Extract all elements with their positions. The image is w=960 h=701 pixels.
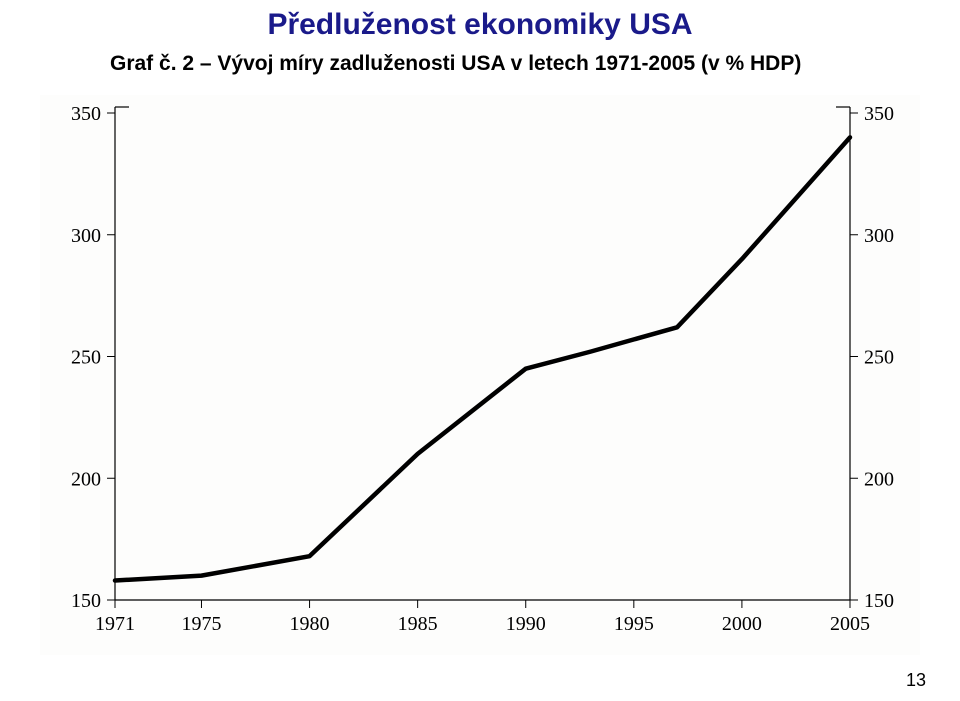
x-tick-label: 1980 — [290, 613, 330, 635]
x-tick-label: 1990 — [506, 613, 546, 635]
debt-chart: 150 200 250 300 350 150 200 250 300 350 1971 1975 19… — [40, 95, 920, 655]
y-left-tick-label: 300 — [71, 225, 101, 247]
x-tick-label: 2005 — [830, 613, 870, 635]
y-right-tick-label: 150 — [864, 590, 894, 612]
y-left-tick-label: 250 — [71, 347, 101, 369]
debt-line-series — [115, 137, 850, 580]
page-number: 13 — [906, 670, 926, 691]
chart-subtitle: Graf č. 2 – Vývoj míry zadluženosti USA … — [110, 52, 801, 76]
page-title: Předluženost ekonomiky USA — [0, 8, 960, 42]
y-right-tick-label: 300 — [864, 225, 894, 247]
y-left-tick-label: 350 — [71, 103, 101, 125]
y-right-tick-label: 250 — [864, 347, 894, 369]
y-left-tick-label: 150 — [71, 590, 101, 612]
y-left-tick-label: 200 — [71, 468, 101, 490]
chart-container: 150 200 250 300 350 150 200 250 300 350 1971 1975 19… — [40, 95, 920, 655]
x-tick-label: 1995 — [614, 613, 654, 635]
x-tick-label: 1971 — [95, 613, 135, 635]
x-tick-label: 1985 — [398, 613, 438, 635]
y-right-tick-label: 200 — [864, 468, 894, 490]
x-tick-label: 1975 — [181, 613, 221, 635]
y-right-tick-label: 350 — [864, 103, 894, 125]
x-tick-label: 2000 — [722, 613, 762, 635]
